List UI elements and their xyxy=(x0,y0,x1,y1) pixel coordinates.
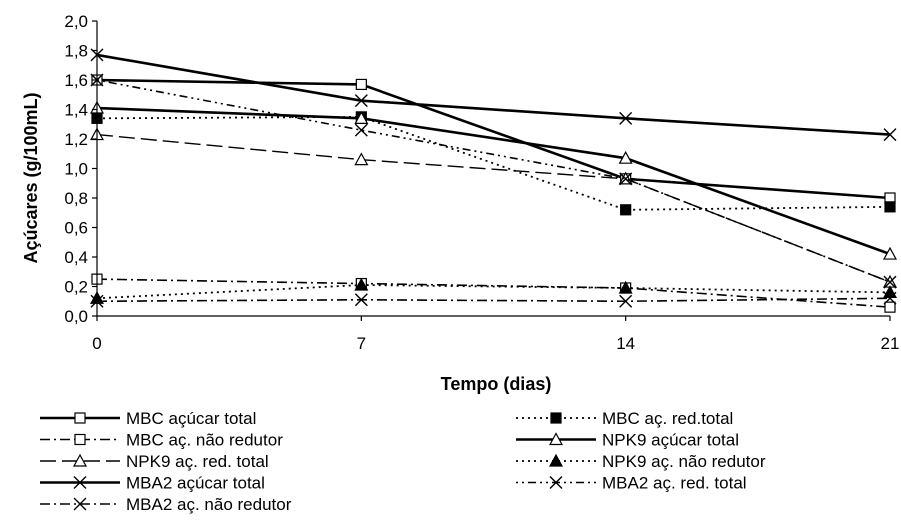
series-line xyxy=(96,106,891,256)
x-axis-title: Tempo (dias) xyxy=(441,374,552,394)
legend-item: MBA2 aç. não redutor xyxy=(40,495,292,514)
data-point xyxy=(618,280,633,294)
legend-item: MBC aç. red.total xyxy=(516,409,733,428)
y-axis: 0,0 0,2 0,4 0,6 0,8 1,0 1,2 1,4 1,6 1,8 2,0 xyxy=(64,12,98,326)
x-axis: 0 7 14 21 xyxy=(92,315,900,353)
data-point xyxy=(354,152,369,166)
legend-item: MBC açúcar total xyxy=(40,409,256,428)
data-point xyxy=(882,246,898,260)
series-9 xyxy=(90,291,897,308)
series-line xyxy=(96,79,891,283)
y-axis-title: Açúcares (g/100mL) xyxy=(21,92,41,263)
series-line xyxy=(96,284,891,300)
series-line xyxy=(96,115,891,211)
series-4 xyxy=(89,100,898,260)
legend-marker xyxy=(550,412,562,424)
data-point xyxy=(883,128,897,142)
data-point xyxy=(619,294,633,308)
series-7 xyxy=(90,48,897,142)
legend-label: NPK9 açúcar total xyxy=(602,431,739,450)
data-point xyxy=(354,123,368,137)
y-tick-label: 1,8 xyxy=(64,42,88,61)
data-point xyxy=(883,275,897,289)
y-tick-label: 0,2 xyxy=(64,278,88,297)
x-tick-label: 14 xyxy=(616,334,635,353)
y-tick-label: 1,0 xyxy=(64,160,88,179)
data-point xyxy=(883,291,897,305)
legend-marker xyxy=(548,432,564,446)
y-tick-label: 0,4 xyxy=(64,248,88,267)
data-point xyxy=(882,285,898,298)
legend-item: MBA2 açúcar total xyxy=(40,474,265,493)
data-point xyxy=(619,111,633,125)
series-8 xyxy=(90,73,897,289)
legend-item: MBA2 aç. red. total xyxy=(516,474,747,493)
legend-marker xyxy=(72,453,88,467)
y-tick-label: 0,8 xyxy=(64,189,88,208)
data-point xyxy=(354,293,368,307)
x-tick-label: 0 xyxy=(92,334,101,353)
data-point xyxy=(355,78,367,91)
legend-label: MBC açúcar total xyxy=(126,409,256,428)
data-point xyxy=(884,201,896,213)
legend-label: NPK9 aç. não redutor xyxy=(602,452,766,471)
legend-item: MBC aç. não redutor xyxy=(40,431,283,450)
x-tick-label: 21 xyxy=(881,334,900,353)
data-point xyxy=(354,94,368,108)
series-5 xyxy=(89,127,898,288)
data-point xyxy=(618,150,633,164)
series-6 xyxy=(89,277,898,304)
data-point xyxy=(354,277,369,291)
data-point xyxy=(619,172,633,186)
y-tick-label: 1,6 xyxy=(64,71,88,90)
y-tick-label: 1,4 xyxy=(64,101,88,120)
series-line xyxy=(96,278,891,308)
y-tick-label: 0,0 xyxy=(64,307,88,326)
series-line xyxy=(96,53,891,136)
series-line xyxy=(96,297,891,303)
legend-marker xyxy=(73,476,87,489)
legend-marker xyxy=(73,497,87,511)
legend-label: MBA2 açúcar total xyxy=(126,474,265,493)
plot-area xyxy=(89,48,898,313)
legend-label: NPK9 aç. red. total xyxy=(126,452,269,471)
legend-item: NPK9 aç. não redutor xyxy=(516,452,766,471)
legend: MBC açúcar total MBC aç. red.total MBC aç.… xyxy=(40,409,766,514)
legend-label: MBA2 aç. não redutor xyxy=(126,495,292,514)
legend-marker xyxy=(74,412,86,424)
legend-marker xyxy=(549,476,563,489)
data-point xyxy=(354,111,369,124)
data-point xyxy=(620,204,632,216)
series-line xyxy=(96,78,891,200)
x-tick-label: 7 xyxy=(357,334,366,353)
legend-marker xyxy=(74,433,86,446)
series-line xyxy=(96,133,891,283)
data-point xyxy=(884,301,896,313)
legend-label: MBC aç. red.total xyxy=(602,409,733,428)
legend-marker xyxy=(548,453,564,467)
legend-item: NPK9 aç. red. total xyxy=(40,452,269,471)
legend-label: MBC aç. não redutor xyxy=(126,431,283,450)
y-tick-label: 1,2 xyxy=(64,130,88,149)
legend-item: NPK9 açúcar total xyxy=(516,431,739,450)
y-tick-label: 2,0 xyxy=(64,12,88,31)
legend-label: MBA2 aç. red. total xyxy=(602,474,747,493)
y-tick-label: 0,6 xyxy=(64,219,88,238)
